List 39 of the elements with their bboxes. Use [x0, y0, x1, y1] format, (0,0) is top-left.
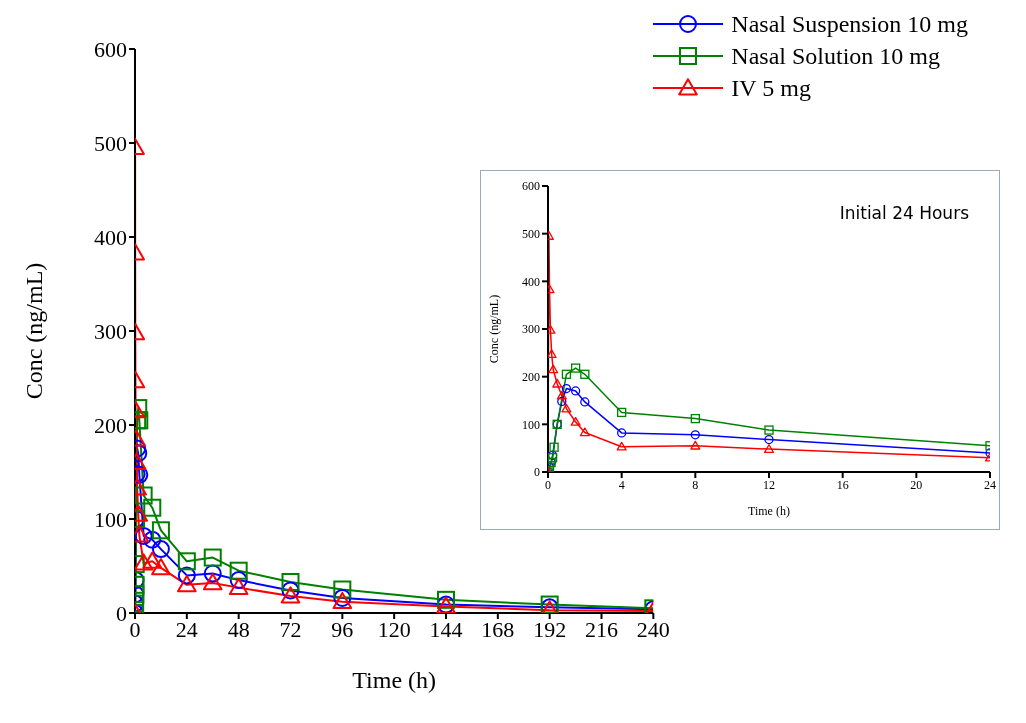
y-tick-label: 200 [94, 412, 127, 438]
x-tick-label: 240 [636, 616, 670, 642]
x-tick-label: 12 [763, 477, 775, 492]
y-tick-label: 300 [94, 318, 127, 344]
annotation: Initial 24 Hours [839, 203, 969, 223]
x-tick-label: 8 [692, 477, 699, 492]
x-tick-label: 16 [836, 477, 849, 492]
y-tick-label: 500 [522, 226, 540, 241]
x-tick-label: 0 [545, 477, 551, 492]
x-tick-label: 20 [910, 477, 923, 492]
x-tick-label: 120 [377, 616, 411, 642]
y-tick-label: 600 [522, 179, 540, 194]
y-tick-label: 100 [94, 506, 127, 532]
x-tick-label: 96 [331, 616, 354, 642]
x-tick-label: 72 [279, 616, 302, 642]
x-tick-label: 216 [585, 616, 618, 642]
y-tick-label: 400 [522, 274, 540, 289]
y-tick-label: 300 [522, 322, 540, 337]
y-axis-title: Conc (ng/mL) [20, 262, 47, 400]
legend-label: IV 5 mg [731, 74, 811, 103]
x-tick-label: 24 [984, 477, 996, 492]
x-tick-label: 4 [618, 477, 625, 492]
x-tick-label: 48 [227, 616, 250, 642]
y-tick-label: 500 [94, 130, 127, 156]
x-tick-label: 192 [533, 616, 567, 642]
y-axis-title: Conc (ng/mL) [487, 294, 502, 364]
y-tick-label: 0 [534, 465, 540, 480]
y-tick-label: 100 [522, 417, 540, 432]
y-tick-label: 200 [522, 369, 540, 384]
legend-label: Nasal Solution 10 mg [731, 42, 940, 71]
x-axis-title: Time (h) [748, 504, 790, 518]
y-tick-label: 400 [94, 224, 127, 250]
x-tick-label: 24 [175, 616, 198, 642]
x-axis-title: Time (h) [352, 667, 437, 693]
x-tick-label: 168 [481, 616, 515, 642]
y-tick-label: 600 [94, 36, 127, 62]
legend-label: Nasal Suspension 10 mg [731, 10, 968, 39]
y-tick-label: 0 [116, 600, 127, 626]
x-tick-label: 144 [429, 616, 463, 642]
